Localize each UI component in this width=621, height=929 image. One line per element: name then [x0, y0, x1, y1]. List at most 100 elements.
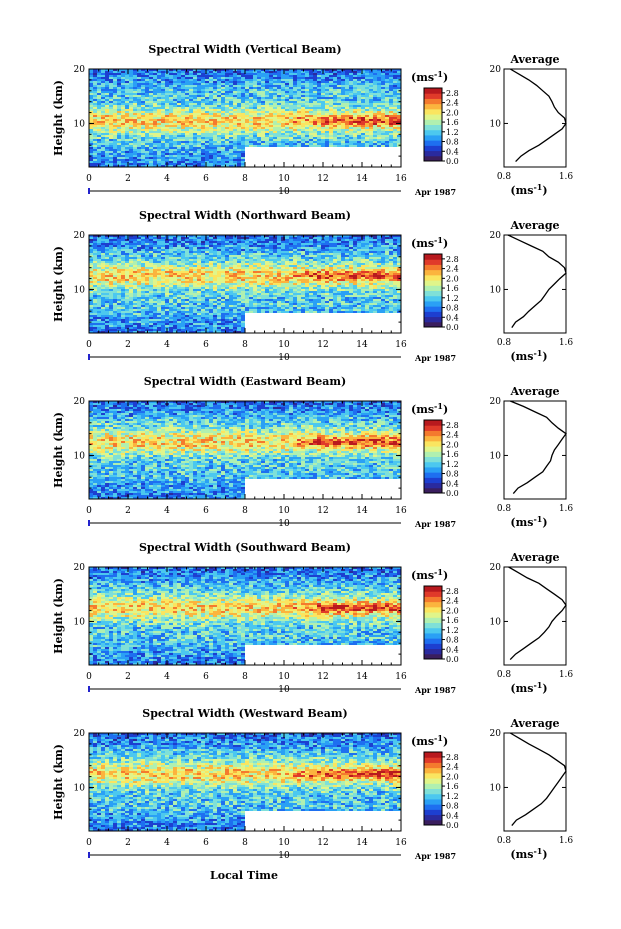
heat-cell	[97, 259, 101, 261]
heat-cell	[113, 163, 117, 165]
heat-cell	[177, 85, 181, 87]
heat-cell	[113, 89, 117, 91]
heat-cell	[333, 259, 337, 261]
heat-cell	[393, 261, 397, 263]
heat-cell	[217, 267, 221, 269]
heat-cell	[353, 259, 357, 261]
heat-cell	[241, 85, 245, 87]
heat-cell	[297, 75, 301, 77]
heat-cell	[145, 89, 149, 91]
heat-cell	[145, 159, 149, 161]
heat-cell	[149, 253, 153, 255]
heat-cell	[93, 71, 97, 73]
heat-cell	[245, 93, 249, 95]
heat-cell	[245, 101, 249, 103]
heat-cell	[277, 135, 281, 137]
heat-cell	[353, 267, 357, 269]
heat-cell	[389, 77, 393, 79]
heat-cell	[369, 255, 373, 257]
heat-cell	[209, 87, 213, 89]
heat-cell	[201, 103, 205, 105]
heat-cell	[325, 251, 329, 253]
heat-cell	[161, 131, 165, 133]
heat-cell	[277, 137, 281, 139]
y-tick-label: 10	[74, 119, 86, 129]
heat-cell	[121, 75, 125, 77]
heat-cell	[237, 85, 241, 87]
heat-cell	[337, 85, 341, 87]
heat-cell	[281, 85, 285, 87]
heat-cell	[253, 73, 257, 75]
heat-cell	[281, 115, 285, 117]
heat-cell	[89, 129, 93, 131]
heat-cell	[165, 75, 169, 77]
heat-cell	[213, 133, 217, 135]
heat-cell	[209, 139, 213, 141]
heat-cell	[325, 259, 329, 261]
heat-cell	[133, 129, 137, 131]
heat-cell	[113, 85, 117, 87]
heat-cell	[89, 159, 93, 161]
heat-cell	[217, 263, 221, 265]
heat-cell	[349, 129, 353, 131]
heat-cell	[189, 99, 193, 101]
heat-cell	[173, 97, 177, 99]
heat-cell	[333, 253, 337, 255]
heat-cell	[113, 109, 117, 111]
heat-cell	[165, 143, 169, 145]
heat-cell	[329, 129, 333, 131]
heat-cell	[117, 111, 121, 113]
heat-cell	[269, 265, 273, 267]
heat-cell	[385, 247, 389, 249]
heat-cell	[285, 127, 289, 129]
heat-cell	[217, 251, 221, 253]
heat-cell	[137, 159, 141, 161]
heat-cell	[109, 259, 113, 261]
heat-cell	[97, 139, 101, 141]
heat-cell	[273, 121, 277, 123]
heat-cell	[325, 237, 329, 239]
heat-cell	[297, 109, 301, 111]
heat-cell	[141, 153, 145, 155]
heat-cell	[169, 105, 173, 107]
heat-cell	[357, 83, 361, 85]
heat-cell	[97, 93, 101, 95]
heat-cell	[145, 145, 149, 147]
heat-cell	[357, 115, 361, 117]
heat-cell	[329, 75, 333, 77]
heat-cell	[357, 241, 361, 243]
heat-cell	[125, 151, 129, 153]
heat-cell	[237, 97, 241, 99]
heat-cell	[333, 261, 337, 263]
heat-cell	[217, 113, 221, 115]
heat-cell	[209, 101, 213, 103]
heat-cell	[173, 135, 177, 137]
heat-cell	[389, 265, 393, 267]
heat-cell	[265, 109, 269, 111]
heat-cell	[357, 129, 361, 131]
heat-cell	[117, 141, 121, 143]
heat-cell	[217, 269, 221, 271]
heat-cell	[233, 109, 237, 111]
colorbar-swatch	[424, 98, 442, 104]
heat-cell	[233, 101, 237, 103]
heat-cell	[169, 245, 173, 247]
heat-cell	[345, 125, 349, 127]
heat-cell	[361, 259, 365, 261]
heat-cell	[361, 95, 365, 97]
heat-cell	[101, 119, 105, 121]
heat-cell	[193, 259, 197, 261]
panel-0: Spectral Width (Vertical Beam)1020Height…	[52, 43, 573, 197]
heat-cell	[93, 249, 97, 251]
heat-cell	[241, 103, 245, 105]
date-label: Apr 1987	[414, 187, 456, 197]
heat-cell	[237, 161, 241, 163]
heat-cell	[341, 103, 345, 105]
heat-cell	[281, 259, 285, 261]
heat-cell	[313, 111, 317, 113]
heat-cell	[241, 113, 245, 115]
heat-cell	[189, 259, 193, 261]
heat-cell	[325, 115, 329, 117]
heat-cell	[257, 137, 261, 139]
heat-cell	[297, 91, 301, 93]
